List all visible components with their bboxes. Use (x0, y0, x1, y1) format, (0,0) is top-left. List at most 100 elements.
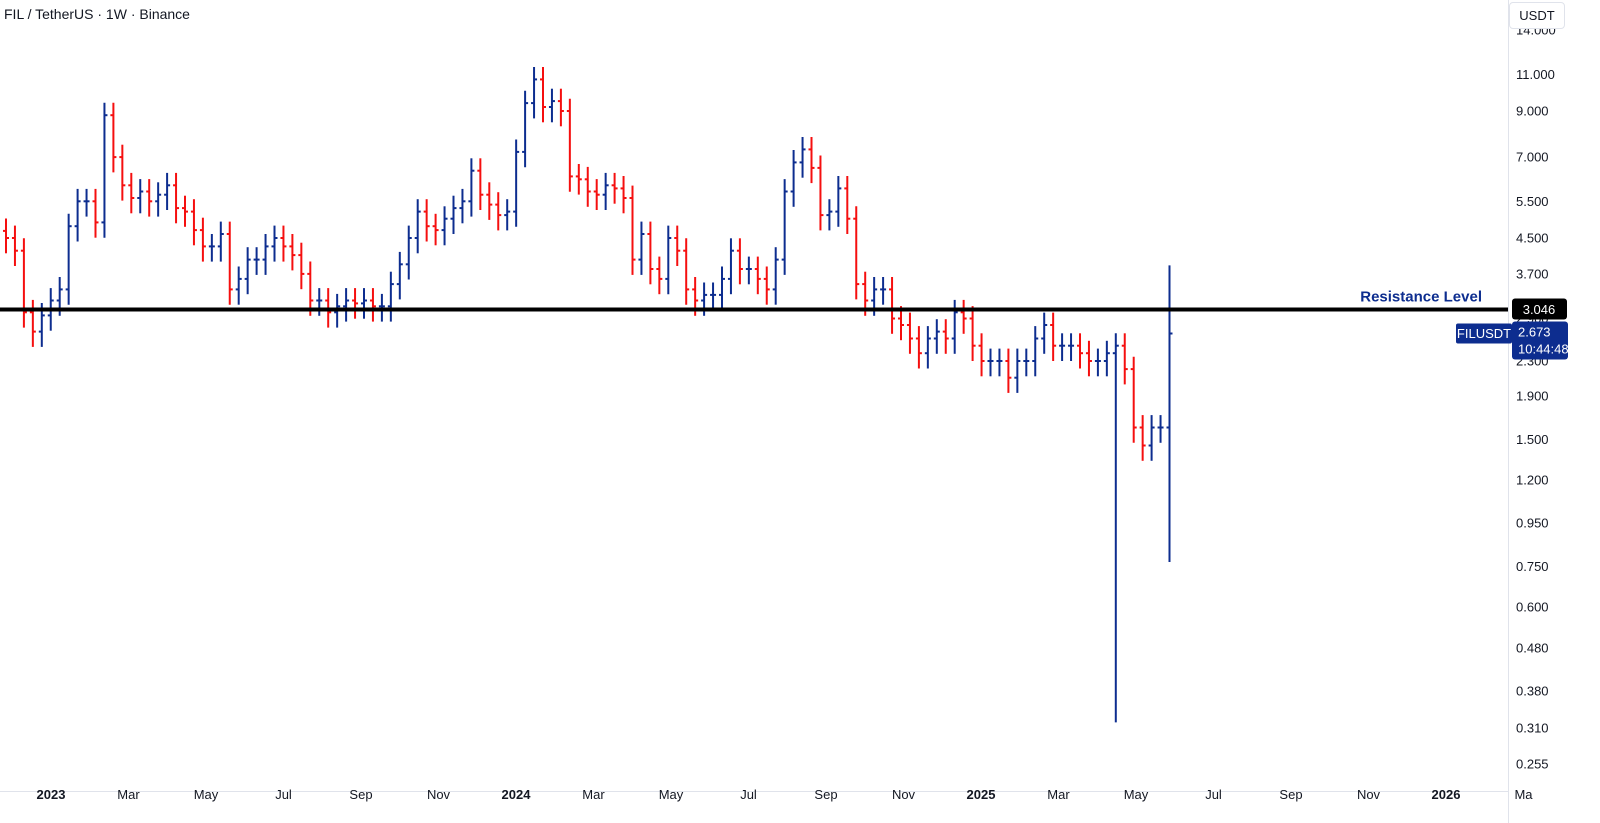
ohlc-bar (1166, 265, 1173, 562)
ohlc-bar (727, 238, 734, 295)
ohlc-bar (754, 256, 761, 295)
ohlc-bar (531, 67, 538, 119)
x-tick-label: Sep (1279, 787, 1302, 802)
ohlc-bar (298, 242, 305, 290)
y-tick-label: 0.600 (1516, 600, 1549, 615)
x-tick-label: Sep (349, 787, 372, 802)
ohlc-bar (128, 172, 135, 214)
ohlc-bar (906, 312, 913, 354)
ohlc-bar (808, 137, 815, 184)
ohlc-bar (414, 199, 421, 254)
x-tick-label: 2025 (967, 787, 996, 802)
ohlc-bar (844, 176, 851, 234)
x-tick-label: Ma (1514, 787, 1533, 802)
ohlc-bar (504, 199, 511, 231)
ohlc-bar (343, 288, 350, 322)
ohlc-bar (548, 88, 555, 123)
ohlc-bar (226, 221, 233, 305)
ohlc-bar (1068, 333, 1075, 361)
ohlc-bar (638, 221, 645, 275)
ohlc-bar (969, 306, 976, 361)
bar-countdown: 10:44:48 (1518, 342, 1569, 357)
ohlc-bar (468, 158, 475, 217)
ohlc-bar (307, 261, 314, 316)
y-tick-label: 4.500 (1516, 231, 1549, 246)
ohlc-bar (826, 199, 833, 231)
x-tick-label: 2024 (502, 787, 532, 802)
ohlc-bar (459, 188, 466, 224)
ohlc-bar (217, 221, 224, 262)
ohlc-bar (1032, 326, 1039, 377)
y-tick-label: 0.480 (1516, 641, 1549, 656)
symbol-label: FILUSDT (1457, 326, 1511, 341)
ohlc-bar (620, 176, 627, 214)
ohlc-bar (1094, 348, 1101, 377)
ohlc-bar (790, 150, 797, 207)
y-tick-label: 9.000 (1516, 104, 1549, 119)
ohlc-bar (799, 137, 806, 178)
ohlc-bar (244, 247, 251, 295)
x-tick-label: Nov (427, 787, 451, 802)
time-axis[interactable]: 2023 Mar May Jul Sep Nov 2024 Mar May Jul Sep Nov 20… (37, 787, 1534, 802)
ohlc-bar (557, 88, 564, 127)
ohlc-bar (450, 195, 457, 234)
ohlc-bar (1085, 340, 1092, 377)
last-price-value: 2.673 (1518, 325, 1551, 340)
ohlc-bar (65, 213, 72, 305)
ohlc-bar (405, 225, 412, 280)
ohlc-bar (629, 185, 636, 275)
ohlc-bar (1014, 348, 1021, 393)
ohlc-bar (656, 256, 663, 295)
ohlc-bar (710, 282, 717, 311)
ohlc-bar (647, 221, 654, 285)
ohlc-bar (1059, 333, 1066, 361)
ohlc-bar (316, 288, 323, 316)
ohlc-bar (817, 155, 824, 231)
ohlc-bar (119, 144, 126, 201)
currency-button[interactable]: USDT (1509, 2, 1565, 29)
ohlc-bar (173, 172, 180, 224)
x-tick-label: Jul (1205, 787, 1222, 802)
x-tick-label: Mar (582, 787, 605, 802)
x-tick-label: Sep (814, 787, 837, 802)
y-tick-label: 3.700 (1516, 266, 1549, 281)
ohlc-bars (3, 67, 1173, 723)
x-tick-label: Nov (892, 787, 916, 802)
resistance-price-badge: 3.046 (1512, 298, 1567, 320)
ohlc-bar (978, 333, 985, 377)
ohlc-bar (898, 306, 904, 341)
ohlc-bar (3, 218, 9, 254)
ohlc-bar (1139, 415, 1146, 461)
ohlc-bar (745, 256, 752, 285)
ohlc-bar (74, 188, 81, 242)
x-tick-label: 2026 (1432, 787, 1461, 802)
ohlc-bar (575, 164, 582, 195)
price-axis[interactable]: 14.00011.0009.0007.0005.5004.5003.7002.9… (1516, 23, 1556, 772)
ohlc-bar (1005, 348, 1012, 393)
ohlc-bar (164, 172, 171, 210)
ohlc-bar (566, 98, 573, 192)
y-tick-label: 0.310 (1516, 721, 1549, 736)
ohlc-bar (495, 192, 502, 231)
ohlc-bar (199, 217, 206, 262)
ohlc-bar (1050, 312, 1057, 361)
ohlc-bar (20, 238, 27, 328)
ohlc-bar (280, 225, 287, 262)
ohlc-bar (208, 234, 215, 262)
ohlc-bar (719, 266, 725, 311)
ohlc-bar (262, 234, 269, 275)
ohlc-bar (1077, 333, 1083, 369)
ohlc-bar (593, 179, 600, 210)
x-tick-label: Mar (117, 787, 140, 802)
x-tick-label: Jul (275, 787, 292, 802)
ohlc-bar (1041, 312, 1048, 354)
y-tick-label: 0.750 (1516, 559, 1549, 574)
ohlc-bar (423, 199, 430, 242)
ohlc-bar (1112, 333, 1119, 723)
x-tick-label: May (194, 787, 219, 802)
ohlc-bar (763, 266, 770, 305)
ohlc-bar (441, 206, 448, 246)
ohlc-bar (110, 102, 117, 173)
ohlc-bar (190, 199, 197, 246)
